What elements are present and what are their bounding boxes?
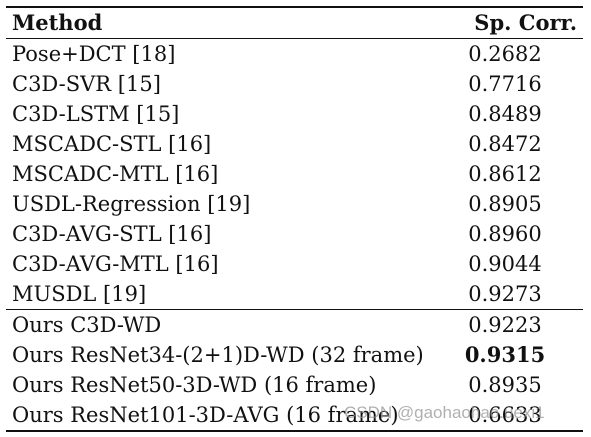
table-row: C3D-AVG-MTL [16] 0.9044	[6, 249, 583, 279]
header-score: Sp. Corr.	[427, 6, 583, 39]
table-row: MUSDL [19] 0.9273	[6, 279, 583, 310]
table-row: C3D-LSTM [15] 0.8489	[6, 99, 583, 129]
score-cell: 0.8472	[468, 132, 542, 156]
score-cell: 0.2682	[468, 42, 542, 66]
table-header-row: Method Sp. Corr.	[6, 6, 583, 39]
method-cell: C3D-AVG-STL [16]	[12, 222, 212, 246]
score-cell: 0.8612	[468, 162, 542, 186]
method-cell: Ours ResNet50-3D-WD (16 frame)	[12, 373, 377, 397]
header-method: Method	[6, 6, 427, 39]
best-score-cell: 0.9315	[464, 342, 546, 367]
table-row: Pose+DCT [18] 0.2682	[6, 39, 583, 70]
method-cell: MSCADC-STL [16]	[12, 132, 212, 156]
method-cell: Ours C3D-WD	[6, 309, 427, 340]
method-cell: Ours ResNet34-(2+1)D-WD (32 frame)	[12, 343, 424, 367]
score-cell: 0.9223	[427, 309, 583, 340]
score-cell: 0.9273	[468, 282, 542, 306]
results-table-container: Method Sp. Corr. Pose+DCT [18] 0.2682 C3…	[6, 6, 583, 432]
table-row: Ours ResNet34-(2+1)D-WD (32 frame) 0.931…	[6, 340, 583, 370]
table-row: Ours C3D-WD 0.9223	[6, 309, 583, 340]
score-cell: 0.8905	[468, 192, 542, 216]
method-cell: MSCADC-MTL [16]	[12, 162, 219, 186]
score-cell: 0.8489	[468, 102, 542, 126]
score-cell: 0.7716	[468, 72, 542, 96]
table-row: Ours ResNet50-3D-WD (16 frame) 0.8935	[6, 370, 583, 400]
method-cell: Ours ResNet101-3D-AVG (16 frame)	[6, 400, 427, 432]
method-cell: C3D-LSTM [15]	[12, 102, 180, 126]
method-cell: C3D-SVR [15]	[12, 72, 161, 96]
method-cell: MUSDL [19]	[12, 282, 147, 306]
table-row: C3D-AVG-STL [16] 0.8960	[6, 219, 583, 249]
table-row: MSCADC-MTL [16] 0.8612	[6, 159, 583, 189]
table-row: Ours ResNet101-3D-AVG (16 frame) 0.6633	[6, 400, 583, 432]
method-cell: Pose+DCT [18]	[12, 42, 176, 66]
table-row: MSCADC-STL [16] 0.8472	[6, 129, 583, 159]
table-row: C3D-SVR [15] 0.7716	[6, 69, 583, 99]
method-cell: USDL-Regression [19]	[12, 192, 251, 216]
score-cell: 0.8960	[468, 222, 542, 246]
score-cell: 0.6633	[427, 400, 583, 432]
method-cell: C3D-AVG-MTL [16]	[12, 252, 219, 276]
score-cell: 0.9044	[468, 252, 542, 276]
results-table: Method Sp. Corr. Pose+DCT [18] 0.2682 C3…	[6, 6, 583, 432]
table-row: USDL-Regression [19] 0.8905	[6, 189, 583, 219]
score-cell: 0.8935	[468, 373, 542, 397]
